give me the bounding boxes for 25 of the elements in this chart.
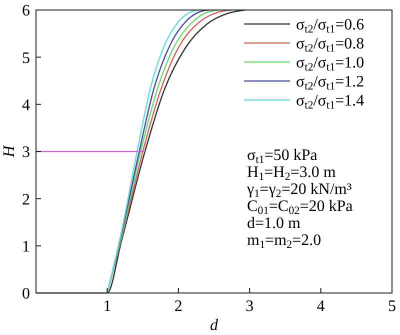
y-tick-label: 0 xyxy=(22,286,30,303)
annotation: m$_{1}$=m$_{2}$=2.0 xyxy=(247,232,322,251)
y-axis-title: H xyxy=(1,144,18,158)
y-tick-label: 3 xyxy=(22,144,30,162)
y-tick-label: 4 xyxy=(22,96,30,114)
annotation: H$_{1}$=H$_{2}$=3.0 m xyxy=(247,164,336,183)
y-tick-label: 2 xyxy=(22,191,30,208)
x-tick-label: 3 xyxy=(246,298,254,315)
x-tick-label: 4 xyxy=(316,298,325,315)
x-tick-label: 1 xyxy=(103,298,112,315)
x-tick-label: 5 xyxy=(388,298,396,315)
x-tick-label: 2 xyxy=(174,298,182,315)
annotation: σ$_{t1}$=50 kPa xyxy=(247,147,318,166)
legend-label: σ$_{t2}$/σ$_{t1}$=1.4 xyxy=(296,92,364,112)
annotation: d=1.0 m xyxy=(247,215,302,232)
legend-label: σ$_{t2}$/σ$_{t1}$=1.0 xyxy=(296,54,364,74)
legend-label: σ$_{t2}$/σ$_{t1}$=0.6 xyxy=(296,16,364,36)
legend-label: σ$_{t2}$/σ$_{t1}$=0.8 xyxy=(296,36,364,54)
y-tick-label: 6 xyxy=(22,2,30,20)
y-tick-label: 5 xyxy=(22,50,30,67)
annotation: C$_{01}$=C$_{02}$=20 kPa xyxy=(247,198,353,217)
annotation: γ$_{1}$=γ$_{2}$=20 kN/m³ xyxy=(246,181,352,200)
legend-label: σ$_{t2}$/σ$_{t1}$=1.2 xyxy=(296,74,364,92)
x-axis-title: d xyxy=(210,317,219,334)
y-tick-label: 1 xyxy=(22,238,30,256)
